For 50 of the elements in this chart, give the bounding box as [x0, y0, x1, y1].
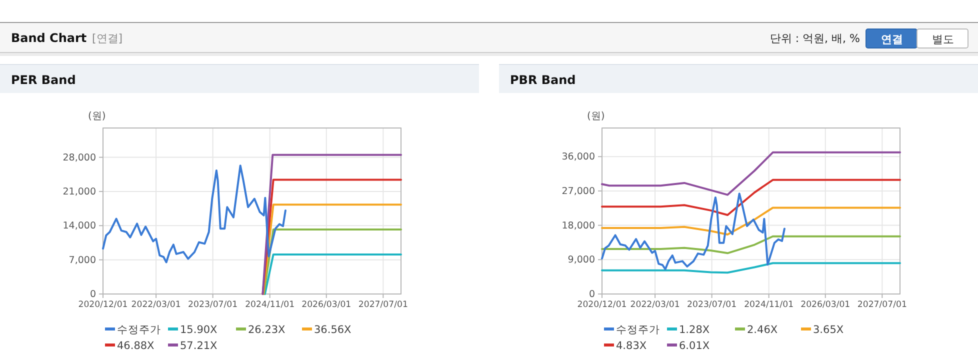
line-series — [601, 192, 786, 270]
chart-title: PBR Band — [510, 73, 576, 87]
legend-label: 2.46X — [747, 324, 778, 336]
y-tick-label: 28,000 — [62, 152, 96, 164]
line-series — [601, 178, 901, 216]
legend-label: 6.01X — [679, 340, 710, 352]
legend-label: 15.90X — [180, 324, 218, 336]
x-tick-label: 2020/12/01 — [577, 300, 627, 310]
line-series — [601, 151, 901, 196]
x-tick-label: 2022/03/01 — [630, 300, 680, 310]
x-tick-label: 2023/07/01 — [188, 300, 238, 310]
text: 단위 : 억원, 배, % — [770, 32, 860, 45]
y-axis-title: (원) — [88, 111, 106, 122]
legend-label: 1.28X — [679, 324, 710, 336]
y-tick-label: 9,000 — [568, 254, 595, 266]
x-tick-label: 2022/03/01 — [131, 300, 181, 310]
legend-label: 수정주가 — [117, 324, 161, 336]
chart-title: PER Band — [11, 73, 76, 87]
line-series — [102, 164, 286, 264]
line-series — [601, 262, 901, 274]
legend-label: 수정주가 — [616, 324, 660, 336]
x-tick-label: 2024/11/01 — [245, 300, 295, 310]
x-tick-label: 2026/03/01 — [800, 300, 850, 310]
y-tick-label: 21,000 — [62, 186, 96, 198]
legend-label: 46.88X — [117, 340, 154, 352]
text: 연결 — [881, 33, 903, 46]
legend-label: 3.65X — [813, 324, 844, 336]
line-series — [601, 206, 901, 236]
text: [연결] — [92, 32, 123, 45]
y-tick-label: 18,000 — [562, 220, 595, 232]
x-tick-label: 2026/03/01 — [302, 300, 352, 310]
legend-label: 36.56X — [314, 324, 352, 336]
text: Band Chart — [11, 31, 87, 45]
x-tick-label: 2027/07/01 — [857, 300, 907, 310]
y-tick-label: 27,000 — [562, 186, 595, 198]
y-tick-label: 0 — [588, 289, 595, 300]
y-tick-label: 0 — [90, 289, 96, 300]
y-tick-label: 36,000 — [562, 152, 595, 163]
legend-label: 4.83X — [616, 340, 647, 352]
legend-label: 26.23X — [248, 324, 286, 336]
text: 별도 — [932, 33, 954, 46]
x-tick-label: 2027/07/01 — [358, 300, 408, 310]
line-series — [601, 235, 901, 254]
y-axis-title: (원) — [587, 111, 605, 122]
legend-label: 57.21X — [180, 340, 218, 352]
x-tick-label: 2020/12/01 — [78, 300, 128, 310]
y-tick-label: 7,000 — [68, 254, 96, 266]
x-tick-label: 2023/07/01 — [687, 300, 737, 310]
y-tick-label: 14,000 — [62, 220, 96, 232]
x-tick-label: 2024/11/01 — [744, 300, 794, 310]
